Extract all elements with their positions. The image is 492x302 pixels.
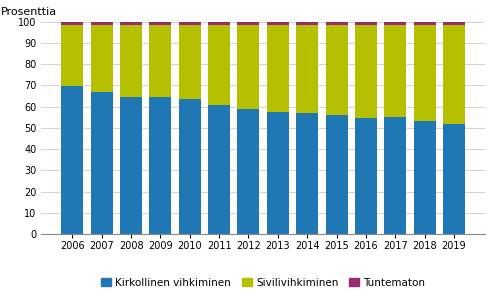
Bar bbox=[443, 25, 465, 124]
Bar bbox=[150, 25, 172, 97]
Bar bbox=[208, 104, 230, 234]
Bar bbox=[238, 25, 259, 109]
Bar bbox=[384, 22, 406, 25]
Bar bbox=[62, 86, 84, 234]
Bar bbox=[62, 22, 84, 25]
Bar bbox=[208, 25, 230, 104]
Bar bbox=[296, 113, 318, 234]
Bar bbox=[267, 25, 289, 112]
Bar bbox=[120, 97, 142, 234]
Bar bbox=[120, 25, 142, 97]
Bar bbox=[91, 22, 113, 25]
Bar bbox=[326, 115, 347, 234]
Bar bbox=[326, 25, 347, 115]
Bar bbox=[150, 22, 172, 25]
Bar bbox=[267, 22, 289, 25]
Bar bbox=[326, 22, 347, 25]
Bar bbox=[62, 25, 84, 86]
Bar bbox=[414, 120, 435, 234]
Bar bbox=[355, 22, 377, 25]
Bar bbox=[91, 25, 113, 92]
Bar bbox=[150, 97, 172, 234]
Bar bbox=[443, 124, 465, 234]
Bar bbox=[355, 118, 377, 234]
Bar bbox=[296, 22, 318, 25]
Legend: Kirkollinen vihkiminen, Sivilivihkiminen, Tuntematon: Kirkollinen vihkiminen, Sivilivihkiminen… bbox=[96, 274, 430, 292]
Bar bbox=[443, 22, 465, 25]
Bar bbox=[179, 99, 201, 234]
Bar bbox=[414, 25, 435, 120]
Bar bbox=[179, 22, 201, 25]
Bar bbox=[179, 25, 201, 99]
Text: Prosenttia: Prosenttia bbox=[1, 7, 58, 17]
Bar bbox=[384, 25, 406, 117]
Bar bbox=[384, 117, 406, 234]
Bar bbox=[208, 22, 230, 25]
Bar bbox=[120, 22, 142, 25]
Bar bbox=[238, 22, 259, 25]
Bar bbox=[355, 25, 377, 118]
Bar bbox=[91, 92, 113, 234]
Bar bbox=[296, 25, 318, 113]
Bar bbox=[267, 112, 289, 234]
Bar bbox=[238, 109, 259, 234]
Bar bbox=[414, 22, 435, 25]
